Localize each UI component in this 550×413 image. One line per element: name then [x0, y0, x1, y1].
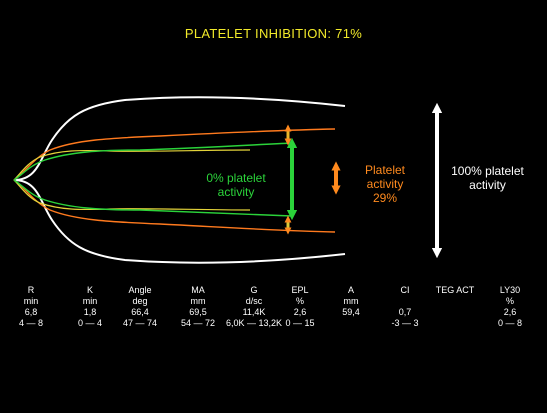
param-column-r: R min 6,8 4 — 8	[18, 285, 43, 328]
param-column-ci: CI 0,7 -3 — 3	[391, 285, 419, 328]
white-trace-upper	[13, 96, 346, 181]
param-column-teg-act: TEG ACT	[435, 285, 475, 295]
zero-platelet-activity-label: 0% platelet activity	[206, 171, 266, 199]
white-trace-lower	[13, 179, 346, 264]
yellow-trace-upper	[13, 149, 251, 181]
green-trace-upper	[13, 142, 293, 181]
param-column-a: A mm 59,4	[342, 285, 360, 317]
platelet-activity-label: Platelet activity 29%	[364, 163, 406, 205]
yellow-trace-lower	[13, 179, 251, 211]
param-column-angle: Angle deg 66,4 47 — 74	[122, 285, 158, 328]
platelet-inhibition-title: PLATELET INHIBITION: 71%	[184, 26, 363, 41]
param-column-g: G d/sc 11,4K 6,0K — 13,2K	[225, 285, 283, 328]
param-column-ly30: LY30 % 2,6 0 — 8	[497, 285, 522, 328]
param-column-k: K min 1,8 0 — 4	[77, 285, 102, 328]
green-trace-lower	[13, 179, 293, 217]
param-column-ma: MA mm 69,5 54 — 72	[180, 285, 216, 328]
param-column-epl: EPL % 2,6 0 — 15	[285, 285, 315, 328]
full-platelet-activity-label: 100% platelet activity	[451, 164, 524, 192]
